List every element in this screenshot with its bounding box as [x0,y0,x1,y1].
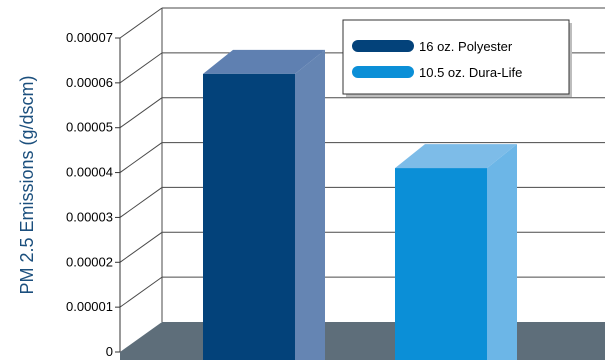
y-tick-label: 0.00001 [66,299,113,314]
legend: 16 oz. Polyester 10.5 oz. Dura-Life [343,20,572,97]
bar-side [487,144,517,360]
y-tick-label: 0.00002 [66,254,113,269]
legend-swatch [352,40,414,52]
gridline-side [120,143,162,173]
y-tick-label: 0.00007 [66,30,113,45]
gridline-side [120,8,162,38]
legend-label: 16 oz. Polyester [419,39,513,54]
gridline-side [120,232,162,262]
legend-item-2: 10.5 oz. Dura-Life [352,65,522,80]
gridline-side [120,53,162,83]
gridline-side [120,98,162,128]
legend-swatch [352,66,414,78]
legend-box [343,20,569,94]
floor [120,322,605,360]
floor-plane [120,322,605,360]
y-tick-labels: 0 0.00001 0.00002 0.00003 0.00004 0.00005 0.00… [66,30,113,359]
bar-front [203,74,295,360]
y-axis-label: PM 2.5 Emissions (g/dscm) [17,75,37,294]
y-axis [115,38,120,352]
bar-1 [203,50,325,360]
y-tick-label: 0 [106,344,113,359]
y-tick-label: 0.00004 [66,165,113,180]
legend-label: 10.5 oz. Dura-Life [419,65,522,80]
y-tick-label: 0.00006 [66,75,113,90]
y-tick-label: 0.00003 [66,209,113,224]
bar-2 [395,144,517,360]
gridline-side [120,187,162,217]
legend-item-1: 16 oz. Polyester [352,39,513,54]
bar-front [395,168,487,360]
bar-side [295,50,325,360]
y-tick-label: 0.00005 [66,120,113,135]
gridline-side [120,277,162,307]
